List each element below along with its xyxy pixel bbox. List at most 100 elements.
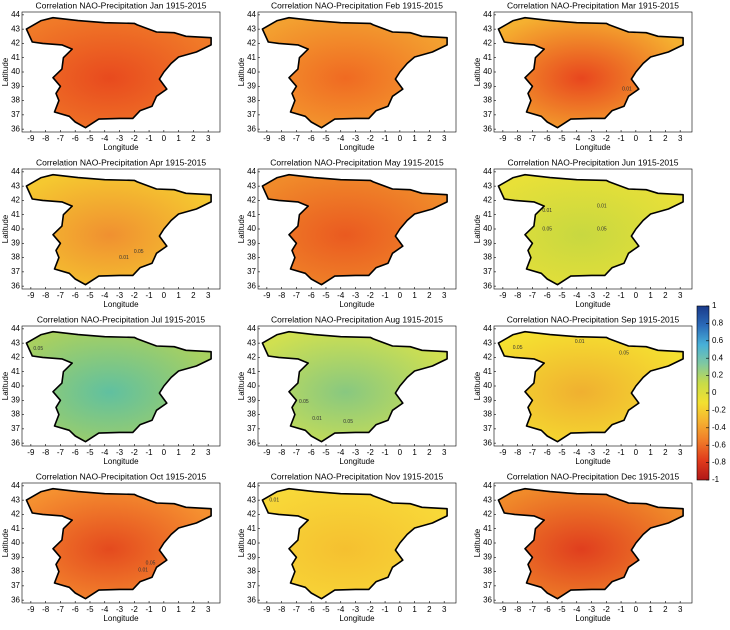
y-tick-label: 39 [483,238,492,247]
x-tick-label: -5 [322,134,330,143]
x-tick-label: -3 [352,448,360,457]
x-tick-label: 1 [412,605,417,614]
y-tick-label: 41 [483,53,492,62]
y-tick-label: 37 [11,110,20,119]
y-tick-label: 37 [483,267,492,276]
spain-region [497,16,684,129]
x-tick-label: 3 [678,291,683,300]
x-tick-label: 3 [678,605,683,614]
map-panel: Correlation NAO-Precipitation Jan 1915-2… [1,0,221,152]
x-tick-label: -5 [558,291,566,300]
y-tick-label: 37 [247,267,256,276]
x-tick-label: 0 [162,448,167,457]
x-tick-label: -9 [27,134,35,143]
x-tick-label: -6 [72,448,80,457]
y-tick-label: 43 [11,24,20,33]
map-panel: Correlation NAO-Precipitation Jul 1915-2… [1,314,221,466]
y-tick-label: 36 [247,281,256,290]
y-tick-label: 44 [247,324,256,333]
x-tick-label: -5 [86,448,94,457]
x-tick-label: 0 [398,134,403,143]
y-tick-label: 43 [483,495,492,504]
x-tick-label: 1 [412,448,417,457]
y-tick-label: 44 [11,481,20,490]
y-tick-label: 39 [483,552,492,561]
y-tick-label: 40 [483,538,492,547]
x-tick-label: -9 [27,605,35,614]
y-tick-label: 38 [11,410,20,419]
y-tick-label: 37 [11,424,20,433]
y-tick-label: 41 [11,210,20,219]
colorbar-tick-label: 0 [712,388,717,397]
x-tick-label: -3 [352,291,360,300]
y-tick-label: 37 [11,267,20,276]
map-panel: Correlation NAO-Precipitation Apr 1915-2… [1,157,221,309]
x-tick-label: -3 [588,605,596,614]
panel-title: Correlation NAO-Precipitation Mar 1915-2… [507,0,679,10]
y-tick-label: 42 [483,196,492,205]
map-panel: Correlation NAO-Precipitation May 1915-2… [237,157,457,309]
x-tick-label: -4 [337,291,345,300]
x-tick-label: 0 [162,291,167,300]
x-tick-label: 2 [427,448,432,457]
y-tick-label: 38 [483,567,492,576]
y-tick-label: 36 [11,595,20,604]
x-tick-label: 3 [442,605,447,614]
map-panel: Correlation NAO-Precipitation Aug 1915-2… [237,314,457,466]
y-tick-label: 40 [11,67,20,76]
colorbar-tick-label: -1 [712,475,720,484]
x-tick-label: -8 [42,605,50,614]
y-tick-label: 44 [247,10,256,19]
x-tick-label: -4 [337,448,345,457]
x-tick-label: -1 [382,134,390,143]
spain-region [25,173,212,286]
y-tick-label: 41 [483,210,492,219]
x-tick-label: 2 [427,291,432,300]
x-tick-label: -7 [293,448,301,457]
y-tick-label: 36 [483,124,492,133]
y-tick-label: 40 [483,67,492,76]
x-tick-label: -6 [544,134,552,143]
x-tick-label: -2 [367,291,375,300]
x-tick-label: -8 [514,448,522,457]
y-tick-label: 40 [11,538,20,547]
x-tick-label: 2 [191,134,196,143]
y-tick-label: 44 [11,167,20,176]
y-tick-label: 36 [483,438,492,447]
y-axis-label: Latitude [237,214,246,243]
y-tick-label: 42 [247,39,256,48]
spain-region [261,173,448,286]
x-axis-label: Longitude [575,300,611,309]
y-tick-label: 39 [247,395,256,404]
x-tick-label: -8 [278,448,286,457]
x-tick-label: -3 [116,291,124,300]
y-tick-label: 42 [483,39,492,48]
x-tick-label: -9 [499,291,507,300]
y-axis-label: Latitude [237,371,246,400]
x-tick-label: -9 [499,448,507,457]
x-tick-label: -6 [544,291,552,300]
y-tick-label: 39 [11,81,20,90]
y-tick-label: 43 [247,24,256,33]
y-axis-label: Latitude [473,371,482,400]
y-tick-label: 44 [483,167,492,176]
y-tick-label: 42 [11,196,20,205]
x-tick-label: -5 [322,291,330,300]
y-tick-label: 44 [11,324,20,333]
y-tick-label: 44 [11,10,20,19]
y-tick-label: 37 [483,581,492,590]
spain-region [497,487,684,600]
x-tick-label: -4 [337,605,345,614]
x-tick-label: 1 [648,448,653,457]
colorbar-tick-label: 0.6 [712,336,724,345]
x-tick-label: -5 [86,291,94,300]
x-tick-label: -1 [146,605,154,614]
x-axis-label: Longitude [103,300,139,309]
y-axis-label: Latitude [237,528,246,557]
x-axis-label: Longitude [339,143,375,152]
y-tick-label: 41 [247,210,256,219]
x-tick-label: -3 [116,134,124,143]
colorbar-tick-label: -0.8 [712,458,726,467]
contour-label: 0.05 [134,249,144,255]
